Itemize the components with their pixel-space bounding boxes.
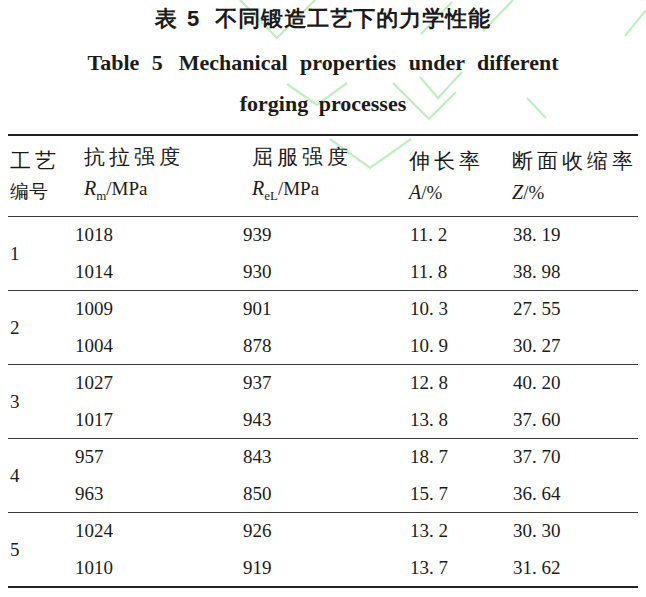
header-elongation: 伸长率 A/% — [409, 135, 512, 217]
table-row: 3 1027 937 12. 8 40. 20 — [8, 365, 638, 402]
cell-a: 13. 8 — [409, 402, 512, 439]
table-row: 2 1009 901 10. 3 27. 55 — [8, 291, 638, 328]
cell-z: 31. 62 — [512, 550, 638, 588]
table-row: 1004 878 10. 9 30. 27 — [8, 328, 638, 365]
cell-rel: 926 — [242, 513, 409, 550]
header-process-no: 工艺 编号 — [8, 135, 74, 217]
cell-z: 30. 27 — [512, 328, 638, 365]
cell-rm: 1018 — [74, 217, 242, 254]
cell-z: 40. 20 — [512, 365, 638, 402]
process-number: 5 — [8, 513, 74, 588]
table-title-zh: 表 5 不同锻造工艺下的力学性能 — [0, 6, 646, 32]
table-row: 1010 919 13. 7 31. 62 — [8, 550, 638, 588]
cell-rm: 1010 — [74, 550, 242, 588]
paper-table-figure: 表 5 不同锻造工艺下的力学性能 Table 5 Mechanical proper… — [0, 6, 646, 588]
cell-z: 36. 64 — [512, 476, 638, 513]
header-elongation-symbol: A/% — [409, 177, 512, 208]
cell-rm: 1027 — [74, 365, 242, 402]
cell-a: 11. 8 — [409, 254, 512, 291]
table-header: 工艺 编号 抗拉强度 Rm/MPa 屈服强度 ReL/MPa 伸长率 A/% 断… — [8, 135, 638, 217]
cell-z: 38. 19 — [512, 217, 638, 254]
cell-a: 10. 3 — [409, 291, 512, 328]
header-process-line2: 编号 — [10, 177, 74, 207]
header-elongation-label: 伸长率 — [409, 145, 512, 177]
cell-rm: 1014 — [74, 254, 242, 291]
table-row: 1017 943 13. 8 37. 60 — [8, 402, 638, 439]
process-number: 4 — [8, 439, 74, 513]
cell-z: 37. 70 — [512, 439, 638, 476]
table-number-en: Table 5 — [88, 50, 163, 75]
cell-z: 27. 55 — [512, 291, 638, 328]
cell-rel: 843 — [242, 439, 409, 476]
header-yield-label: 屈服强度 — [252, 141, 409, 173]
table-row: 1014 930 11. 8 38. 98 — [8, 254, 638, 291]
cell-rm: 1004 — [74, 328, 242, 365]
header-row: 工艺 编号 抗拉强度 Rm/MPa 屈服强度 ReL/MPa 伸长率 A/% 断… — [8, 135, 638, 217]
cell-rel: 937 — [242, 365, 409, 402]
cell-a: 10. 9 — [409, 328, 512, 365]
header-tensile-symbol: Rm/MPa — [84, 173, 242, 211]
process-number: 1 — [8, 217, 74, 291]
table-title-en-text: Mechanical properties under different — [179, 50, 559, 75]
header-reduction-of-area: 断面收缩率 Z/% — [512, 135, 638, 217]
cell-a: 12. 8 — [409, 365, 512, 402]
header-process-line1: 工艺 — [10, 145, 74, 177]
header-yield-symbol: ReL/MPa — [252, 173, 409, 211]
cell-rm: 957 — [74, 439, 242, 476]
cell-z: 30. 30 — [512, 513, 638, 550]
header-tensile-strength: 抗拉强度 Rm/MPa — [74, 135, 242, 217]
header-yield-strength: 屈服强度 ReL/MPa — [242, 135, 409, 217]
cell-rel: 850 — [242, 476, 409, 513]
cell-rm: 963 — [74, 476, 242, 513]
cell-a: 15. 7 — [409, 476, 512, 513]
header-reduction-symbol: Z/% — [512, 177, 638, 208]
table-title-zh-text: 不同锻造工艺下的力学性能 — [215, 6, 491, 31]
mechanical-properties-table: 工艺 编号 抗拉强度 Rm/MPa 屈服强度 ReL/MPa 伸长率 A/% 断… — [8, 134, 638, 588]
table-body: 1 1018 939 11. 2 38. 19 1014 930 11. 8 3… — [8, 217, 638, 588]
cell-rel: 878 — [242, 328, 409, 365]
cell-a: 18. 7 — [409, 439, 512, 476]
cell-a: 11. 2 — [409, 217, 512, 254]
cell-rel: 919 — [242, 550, 409, 588]
table-number-zh: 表 5 — [155, 6, 201, 31]
cell-z: 38. 98 — [512, 254, 638, 291]
table-row: 5 1024 926 13. 2 30. 30 — [8, 513, 638, 550]
cell-rel: 939 — [242, 217, 409, 254]
cell-rel: 901 — [242, 291, 409, 328]
cell-rm: 1009 — [74, 291, 242, 328]
cell-a: 13. 2 — [409, 513, 512, 550]
cell-a: 13. 7 — [409, 550, 512, 588]
table-row: 1 1018 939 11. 2 38. 19 — [8, 217, 638, 254]
cell-rel: 930 — [242, 254, 409, 291]
cell-z: 37. 60 — [512, 402, 638, 439]
table-title-en-text2: forging processes — [240, 91, 407, 116]
table-title-en-line2: forging processes — [0, 91, 646, 117]
table-title-en-line1: Table 5 Mechanical properties under diffe… — [0, 50, 646, 76]
cell-rm: 1024 — [74, 513, 242, 550]
cell-rel: 943 — [242, 402, 409, 439]
table-row: 4 957 843 18. 7 37. 70 — [8, 439, 638, 476]
cell-rm: 1017 — [74, 402, 242, 439]
table-row: 963 850 15. 7 36. 64 — [8, 476, 638, 513]
header-tensile-label: 抗拉强度 — [84, 141, 242, 173]
process-number: 3 — [8, 365, 74, 439]
process-number: 2 — [8, 291, 74, 365]
header-reduction-label: 断面收缩率 — [512, 145, 638, 177]
